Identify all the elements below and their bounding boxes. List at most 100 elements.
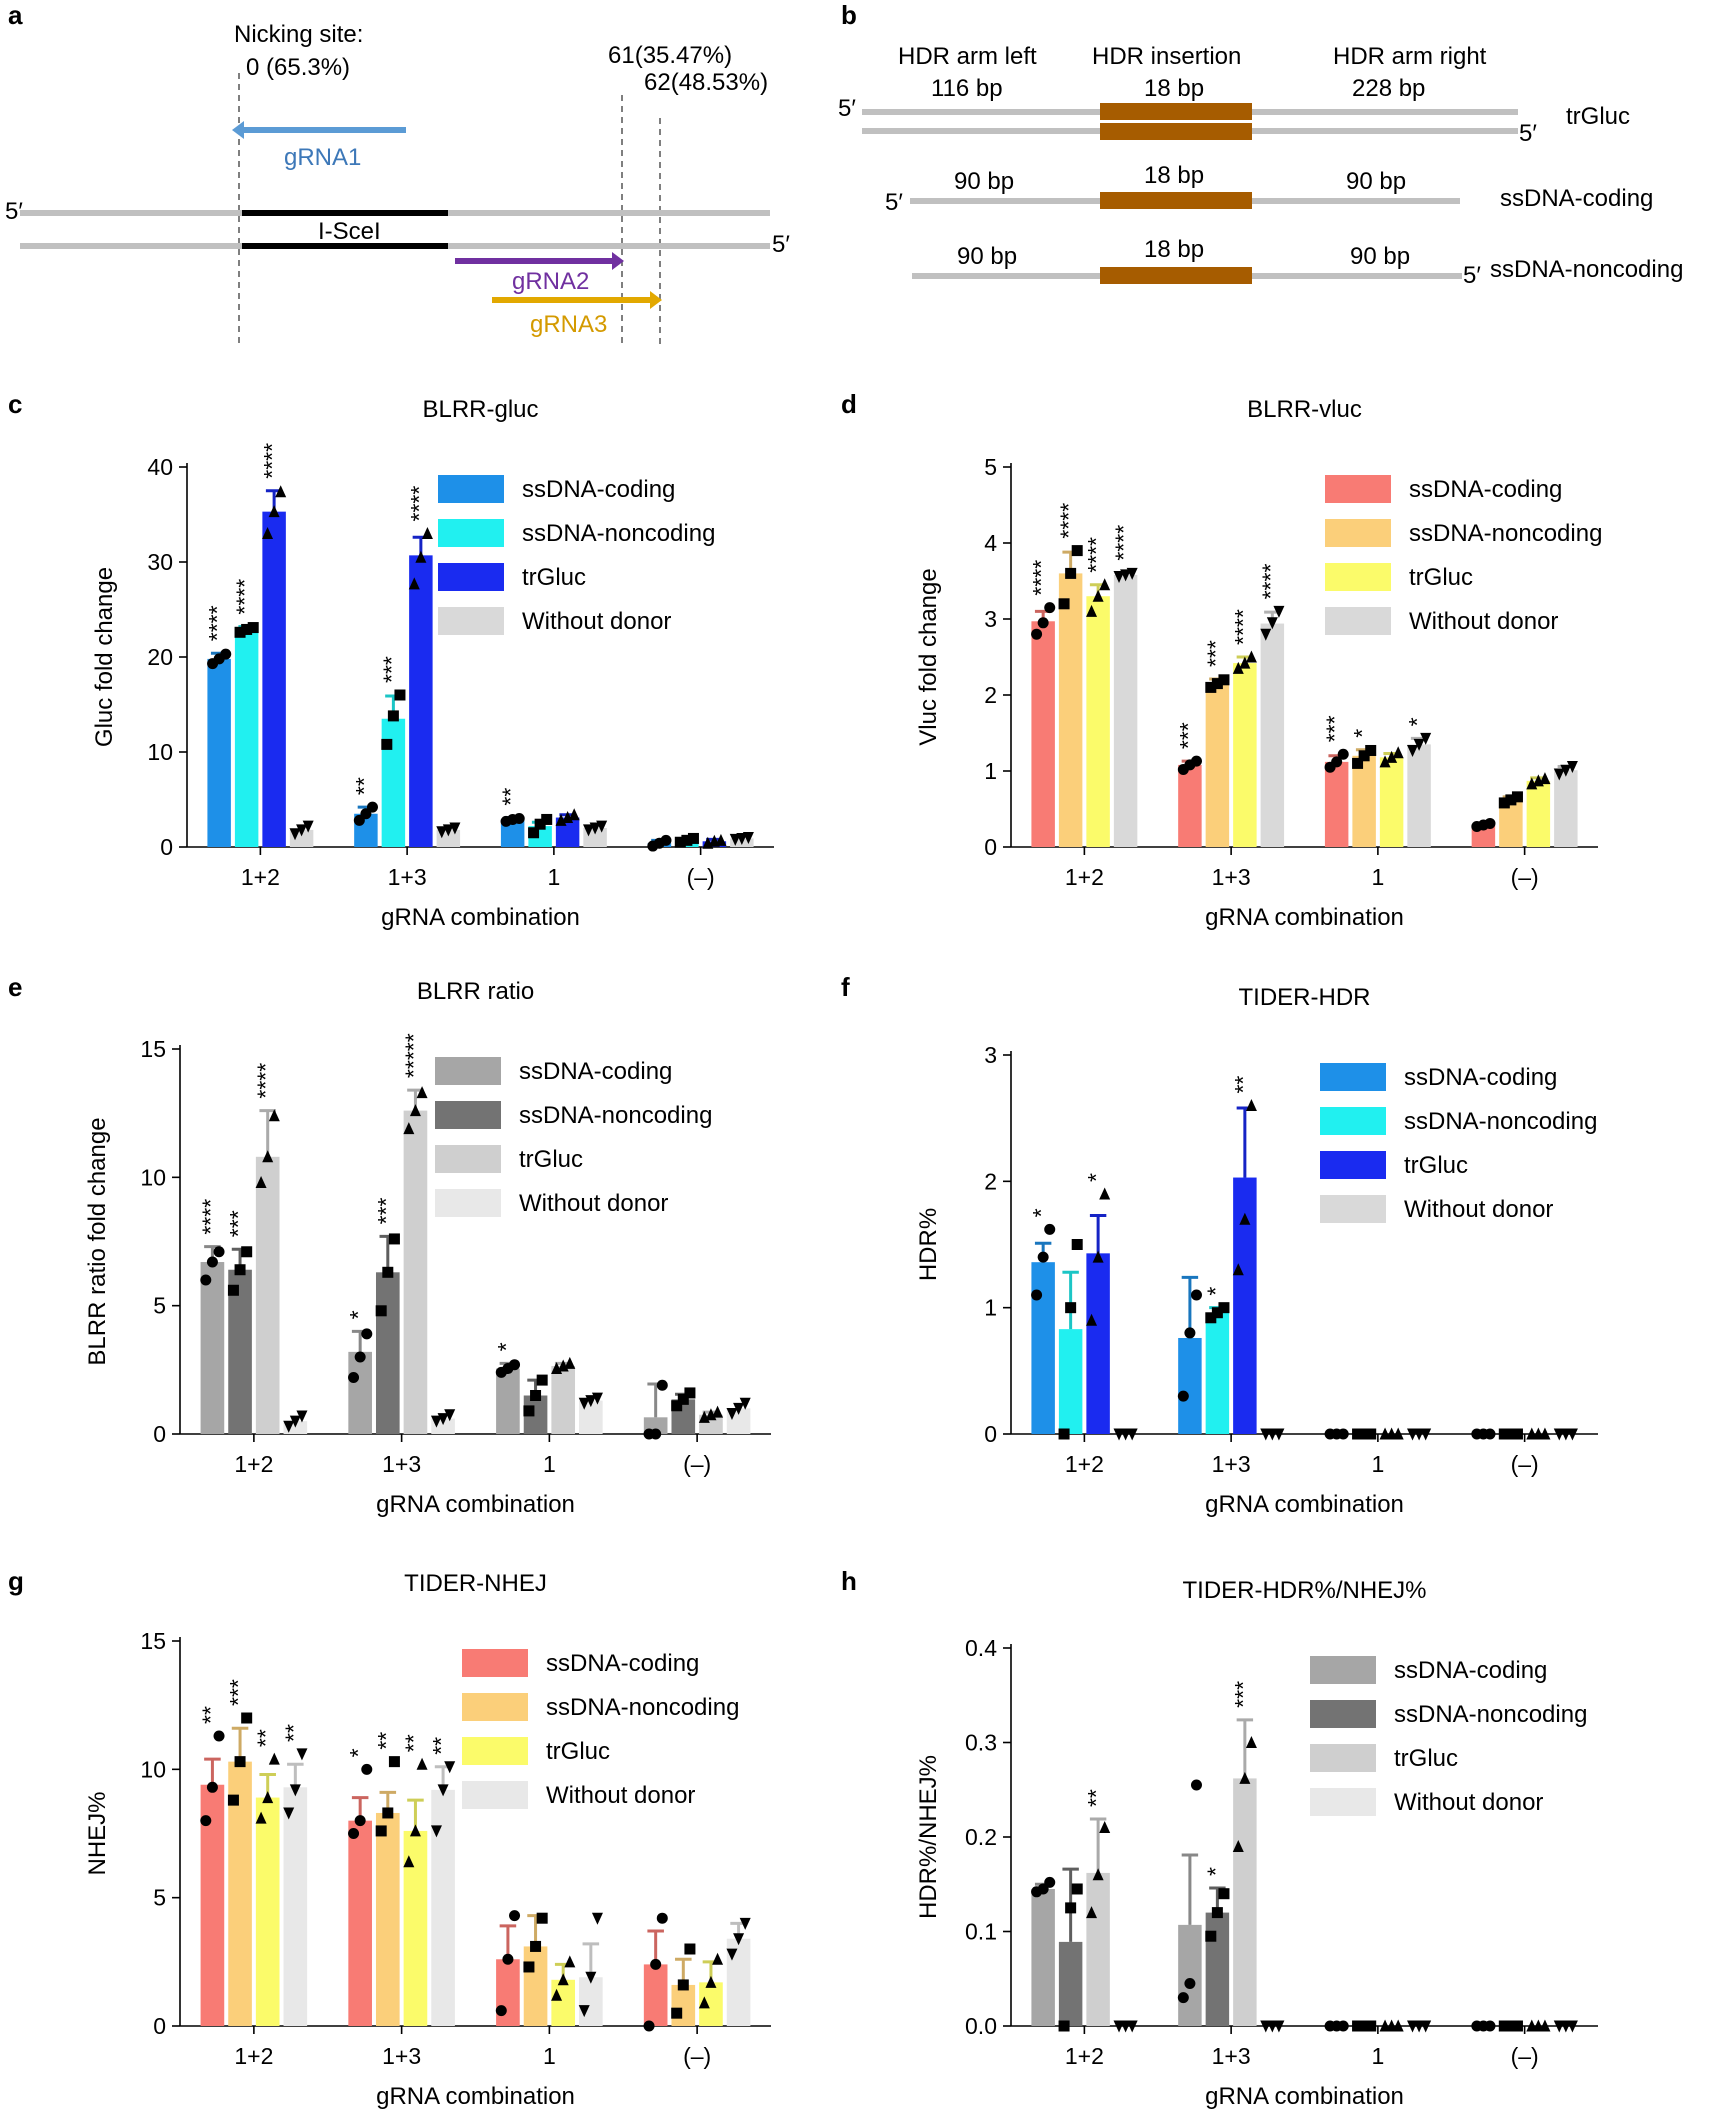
site-61-label: 61(35.47%) xyxy=(608,42,732,69)
data-point xyxy=(1273,2020,1285,2033)
data-point xyxy=(1331,756,1343,768)
data-point xyxy=(739,1917,751,1930)
x-tick-label: 1+3 xyxy=(382,2043,421,2069)
data-point xyxy=(1526,777,1538,790)
data-point xyxy=(712,1952,724,1965)
bar xyxy=(496,1368,520,1434)
coding-left-arm: 90 bp xyxy=(954,168,1014,195)
data-point xyxy=(677,1393,689,1405)
data-point xyxy=(1205,1312,1217,1324)
chart-title: BLRR ratio xyxy=(417,978,534,1005)
bar xyxy=(551,1979,576,2026)
data-point xyxy=(442,824,454,837)
data-point xyxy=(705,1975,717,1988)
data-point xyxy=(564,1356,576,1369)
x-tick-label: 1 xyxy=(547,864,560,890)
data-point xyxy=(742,832,754,844)
data-point xyxy=(348,1372,360,1384)
data-point xyxy=(255,1811,267,1824)
bar xyxy=(1205,683,1230,847)
data-point xyxy=(388,1233,400,1245)
data-point xyxy=(354,1815,366,1827)
bar xyxy=(1499,799,1523,847)
data-point xyxy=(1205,681,1217,693)
significance-stars: ** xyxy=(253,1729,279,1747)
data-point xyxy=(726,1407,738,1420)
data-point xyxy=(1566,760,1578,773)
y-tick-label: 4 xyxy=(984,530,997,556)
data-point xyxy=(387,710,399,722)
data-point xyxy=(1086,604,1098,617)
significance-stars: ***** xyxy=(400,1033,426,1078)
noncoding-five-prime: 5′ xyxy=(1463,262,1481,289)
data-point xyxy=(430,1825,442,1838)
legend-label: ssDNA-coding xyxy=(1409,476,1562,503)
data-point xyxy=(536,1912,548,1924)
panel-b: b HDR arm left 116 bp HDR insertion 18 b… xyxy=(838,0,1683,289)
bar xyxy=(255,1156,280,1434)
data-point xyxy=(200,1274,212,1286)
x-tick-label: 1+2 xyxy=(234,1451,273,1477)
data-point xyxy=(1553,768,1565,781)
data-point xyxy=(268,505,280,518)
data-point xyxy=(1044,1223,1056,1235)
significance-stars: **** xyxy=(204,605,230,641)
data-point xyxy=(1092,1250,1104,1263)
data-point xyxy=(528,827,540,839)
y-axis-label: HDR% xyxy=(915,1208,942,1281)
significance-stars: ** xyxy=(280,1724,306,1742)
data-point xyxy=(656,1379,668,1391)
y-tick-label: 15 xyxy=(140,1628,166,1654)
data-point xyxy=(1358,750,1370,762)
significance-stars: *** xyxy=(1230,1681,1256,1708)
bar xyxy=(496,1959,520,2026)
data-point xyxy=(1126,2020,1138,2033)
bar xyxy=(234,630,259,847)
data-point xyxy=(1511,2020,1523,2032)
data-point xyxy=(206,1781,218,1793)
significance-stars: **** xyxy=(1028,560,1054,596)
data-point xyxy=(1205,1930,1217,1942)
data-point xyxy=(583,824,595,837)
data-point xyxy=(436,826,448,839)
data-point xyxy=(578,2005,590,2018)
y-tick-label: 5 xyxy=(153,1293,166,1319)
data-point xyxy=(509,1910,521,1922)
data-point xyxy=(1539,2019,1551,2032)
significance-stars: *** xyxy=(378,656,404,683)
site-62-label: 62(48.53%) xyxy=(644,69,768,96)
data-point xyxy=(1044,1876,1056,1888)
coding-insert xyxy=(1100,192,1252,209)
data-point xyxy=(585,1395,597,1408)
data-point xyxy=(1337,2020,1349,2032)
data-point xyxy=(650,1958,662,1970)
nicking-site-label: Nicking site: xyxy=(234,21,363,48)
noncoding-insert-size: 18 bp xyxy=(1144,236,1204,263)
significance-stars: * xyxy=(1028,1208,1054,1217)
legend-label: trGluc xyxy=(1394,1745,1458,1772)
significance-stars: ** xyxy=(498,788,524,806)
data-point xyxy=(283,1807,295,1820)
data-point xyxy=(409,1824,421,1837)
data-point xyxy=(1392,746,1404,759)
data-point xyxy=(1113,570,1125,583)
data-point xyxy=(296,1410,308,1423)
x-tick-label: 1+3 xyxy=(388,864,427,890)
bar xyxy=(1205,1312,1230,1434)
hdr-insertion-size: 18 bp xyxy=(1144,75,1204,102)
data-point xyxy=(1365,1428,1377,1440)
data-point xyxy=(591,1912,603,1925)
bar xyxy=(1324,761,1349,847)
bar xyxy=(1086,1253,1110,1434)
panel-a: a Nicking site: 0 (65.3%) 61(35.47%) 62(… xyxy=(5,0,790,345)
data-point xyxy=(289,1415,301,1428)
data-point xyxy=(361,1763,373,1775)
legend-swatch xyxy=(435,1145,501,1173)
panel-label-a: a xyxy=(8,0,23,30)
data-point xyxy=(1337,1428,1349,1440)
legend-label: ssDNA-noncoding xyxy=(519,1102,712,1129)
y-tick-label: 0.2 xyxy=(965,1824,997,1850)
data-point xyxy=(1099,578,1111,591)
legend-label: ssDNA-noncoding xyxy=(1394,1701,1587,1728)
data-point xyxy=(375,1825,387,1837)
